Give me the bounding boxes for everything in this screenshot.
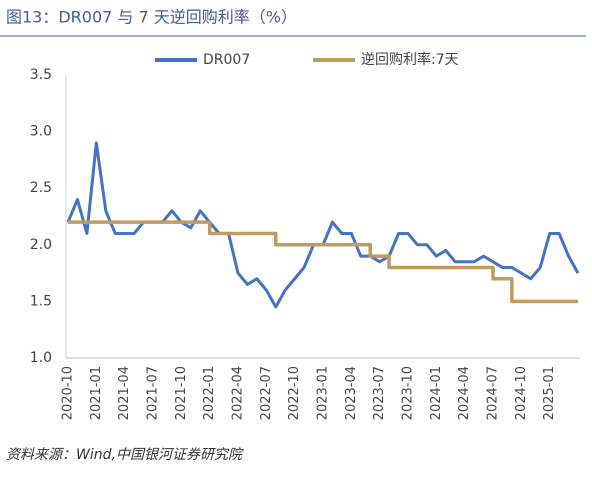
x-tick-label: 2024-04 (457, 366, 472, 420)
x-tick-label: 2023-04 (344, 366, 359, 420)
x-tick-label: 2021-10 (174, 366, 189, 420)
x-tick-label: 2022-07 (259, 366, 274, 420)
x-tick-label: 2023-07 (372, 366, 387, 420)
legend-label: 逆回购利率:7天 (361, 51, 459, 68)
x-tick-label: 2022-10 (287, 366, 302, 420)
x-tick-label: 2024-01 (429, 366, 444, 420)
y-tick-label: 2.0 (30, 237, 52, 253)
x-tick-label: 2024-07 (486, 366, 501, 420)
x-tick-label: 2021-07 (146, 366, 161, 420)
x-tick-label: 2021-01 (89, 366, 104, 420)
x-tick-label: 2023-10 (401, 366, 416, 420)
x-tick-label: 2023-01 (316, 366, 331, 420)
chart-title: 图13：DR007 与 7 天逆回购利率（%） (6, 8, 297, 27)
x-tick-label: 2020-10 (61, 366, 76, 420)
x-tick-label: 2025-01 (542, 366, 557, 420)
x-tick-label: 2021-04 (117, 366, 132, 420)
y-tick-label: 2.5 (30, 180, 52, 196)
y-tick-label: 3.0 (30, 124, 52, 140)
x-tick-label: 2024-10 (514, 366, 529, 420)
y-tick-label: 3.5 (30, 67, 52, 83)
x-tick-label: 2022-04 (231, 366, 246, 420)
series-line (68, 220, 578, 304)
source-note: 资料来源：Wind,中国银河证券研究院 (6, 447, 244, 463)
y-tick-label: 1.5 (30, 293, 52, 309)
legend-label: DR007 (203, 52, 250, 68)
y-tick-label: 1.0 (30, 350, 52, 366)
x-tick-label: 2022-01 (202, 366, 217, 420)
series-line (66, 141, 580, 309)
